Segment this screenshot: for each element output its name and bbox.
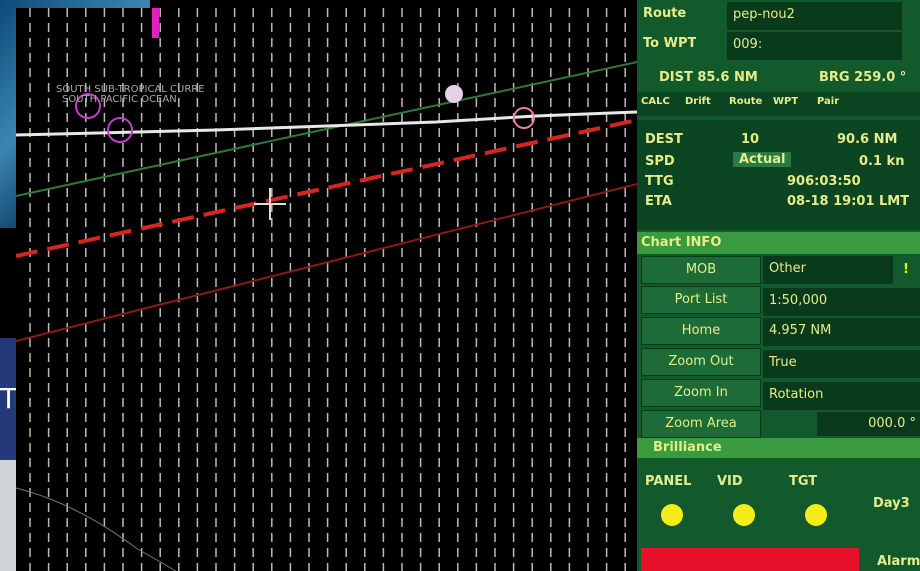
button[interactable]: Home [641, 317, 761, 345]
tab[interactable]: WPT [773, 96, 799, 107]
wpt-select[interactable]: 009: [727, 32, 902, 60]
marker [152, 8, 159, 38]
mob-button[interactable]: MOB [641, 256, 761, 284]
own-ship [513, 107, 535, 129]
tabs: CALC Drift Route WPT Pair [637, 92, 920, 116]
calc-box: DEST 10 90.6 NM SPD Actual 0.1 kn TTG 90… [637, 120, 920, 230]
green-line [16, 61, 637, 197]
indicator[interactable] [805, 504, 827, 526]
tab[interactable]: Route [729, 96, 763, 107]
symbol [107, 117, 133, 143]
value: 906:03:50 [787, 174, 861, 189]
route-select[interactable]: pep-nou2 [727, 2, 902, 30]
orientation[interactable]: True [763, 350, 920, 378]
value: 08-18 19:01 LMT [787, 194, 910, 209]
indicator-label: PANEL [645, 474, 692, 489]
tab[interactable]: Drift [685, 96, 711, 107]
palette[interactable]: Day3 [873, 496, 910, 511]
indicator[interactable] [733, 504, 755, 526]
scale: 1:50,000 [763, 288, 920, 316]
chart-bg [16, 8, 637, 571]
value: 0.1 kn [859, 154, 905, 169]
indicator[interactable] [661, 504, 683, 526]
chart-label: SOUTH SUB-TROPICAL CURRE [56, 84, 205, 95]
label: SPD [645, 154, 675, 169]
button[interactable]: Zoom Out [641, 348, 761, 376]
angle: 000.0 ° [817, 412, 920, 436]
label: To WPT [643, 36, 697, 51]
lower-left-strip [0, 460, 16, 571]
type-select[interactable]: Other [763, 256, 893, 284]
brg: BRG 259.0 ° [819, 70, 907, 85]
cursor [254, 188, 286, 220]
rotation[interactable]: Rotation [763, 382, 920, 410]
chart-view[interactable]: SOUTH SUB-TROPICAL CURRE SOUTH PACIFIC O… [16, 8, 637, 571]
brilliance[interactable]: Brilliance [637, 438, 920, 458]
label: ETA [645, 194, 672, 209]
chart-label: SOUTH PACIFIC OCEAN [62, 94, 177, 105]
button[interactable]: Zoom In [641, 379, 761, 407]
value[interactable]: Actual [733, 152, 792, 167]
button[interactable]: Zoom Area [641, 410, 761, 438]
track [16, 110, 637, 137]
value[interactable]: 10 [741, 132, 760, 147]
coastline [16, 487, 177, 571]
tab[interactable]: CALC [641, 96, 670, 107]
range: 4.957 NM [763, 318, 920, 346]
side-panel: Route pep-nou2 To WPT 009: DIST 85.6 NM … [637, 0, 920, 571]
warning: ! [903, 262, 909, 277]
label: Route [643, 6, 687, 21]
symbol [75, 93, 101, 119]
route-leg [16, 118, 637, 258]
tab[interactable]: Pair [817, 96, 840, 107]
indicator-label: VID [717, 474, 743, 489]
label: TTG [645, 174, 674, 189]
label: DEST [645, 132, 683, 147]
indicator-label: TGT [789, 474, 818, 489]
waypoint [445, 85, 463, 103]
red-line [16, 183, 637, 342]
grid [29, 8, 626, 571]
alarm[interactable]: Alarm [877, 554, 920, 569]
alarm-bar [641, 548, 859, 571]
dist: DIST 85.6 NM [659, 70, 758, 85]
value: 90.6 NM [837, 132, 898, 147]
button[interactable]: Port List [641, 286, 761, 314]
section-title: Chart INFO [637, 232, 920, 254]
